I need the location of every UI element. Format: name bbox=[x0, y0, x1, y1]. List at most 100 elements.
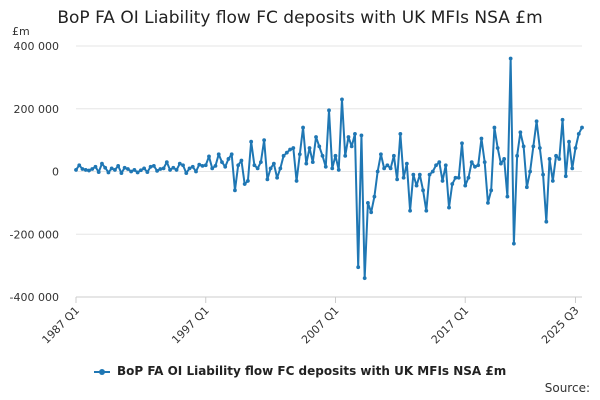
data-point bbox=[511, 241, 516, 246]
y-tick-label: -200 000 bbox=[10, 228, 59, 241]
data-point bbox=[77, 163, 82, 168]
data-point bbox=[301, 125, 305, 130]
data-point bbox=[557, 157, 562, 161]
chart-title: BoP FA OI Liability flow FC deposits wit… bbox=[57, 8, 543, 28]
data-point bbox=[122, 165, 127, 170]
data-point bbox=[502, 157, 507, 161]
data-point bbox=[505, 194, 510, 199]
data-point bbox=[138, 168, 143, 173]
data-point bbox=[492, 125, 497, 130]
data-point bbox=[239, 158, 244, 163]
data-point bbox=[96, 170, 101, 175]
data-point bbox=[242, 182, 247, 186]
data-point bbox=[573, 146, 578, 150]
data-point bbox=[129, 169, 134, 174]
legend[interactable]: BoP FA OI Liability flow FC deposits wit… bbox=[0, 364, 600, 378]
data-point bbox=[476, 163, 481, 168]
x-tick-label: 2025 Q3 bbox=[539, 304, 582, 347]
data-point bbox=[570, 166, 575, 171]
data-point bbox=[255, 166, 260, 171]
data-point bbox=[171, 165, 176, 170]
data-point bbox=[158, 167, 163, 171]
data-point bbox=[142, 166, 147, 171]
data-point bbox=[427, 172, 432, 177]
y-tick-label: 200 000 bbox=[14, 103, 60, 116]
data-point bbox=[87, 168, 91, 173]
data-point bbox=[330, 166, 335, 171]
data-point bbox=[473, 164, 477, 169]
data-point bbox=[421, 188, 425, 193]
data-point bbox=[109, 166, 114, 171]
data-point bbox=[375, 169, 380, 174]
data-point bbox=[323, 164, 328, 169]
data-point bbox=[560, 117, 565, 122]
data-point bbox=[265, 177, 270, 182]
y-axis-ticks: 400 000 200 000 0 -200 000 -400 000 bbox=[10, 40, 59, 304]
data-point bbox=[184, 171, 189, 175]
data-point bbox=[278, 166, 283, 171]
data-point bbox=[275, 175, 280, 180]
x-tick-label: 1987 Q1 bbox=[40, 304, 83, 347]
data-point bbox=[486, 200, 490, 205]
data-point bbox=[207, 154, 211, 159]
data-point bbox=[281, 153, 286, 158]
data-point bbox=[203, 163, 208, 168]
data-point bbox=[220, 160, 224, 164]
data-point bbox=[398, 131, 403, 136]
data-point bbox=[317, 144, 322, 149]
data-point bbox=[258, 160, 263, 164]
data-point bbox=[155, 168, 159, 173]
y-tick-label: 400 000 bbox=[14, 40, 60, 53]
data-point bbox=[113, 168, 117, 172]
data-point bbox=[291, 146, 296, 150]
data-point bbox=[404, 161, 409, 166]
data-point bbox=[495, 146, 500, 150]
data-point bbox=[100, 161, 104, 166]
data-point bbox=[340, 97, 344, 102]
data-point bbox=[304, 161, 309, 166]
data-point bbox=[563, 174, 568, 179]
data-point bbox=[576, 131, 581, 136]
data-point bbox=[385, 163, 390, 168]
data-point bbox=[116, 163, 121, 168]
data-point bbox=[450, 182, 455, 186]
data-point bbox=[479, 136, 484, 141]
data-point bbox=[119, 171, 124, 175]
data-point bbox=[177, 161, 182, 166]
data-point bbox=[482, 160, 487, 164]
data-point bbox=[223, 164, 228, 169]
data-point bbox=[74, 168, 78, 172]
data-point bbox=[359, 133, 364, 138]
data-point bbox=[229, 152, 234, 157]
data-point bbox=[164, 160, 169, 164]
data-point bbox=[349, 144, 354, 149]
data-point bbox=[213, 163, 218, 168]
data-point bbox=[197, 162, 202, 167]
data-point bbox=[236, 163, 241, 168]
data-point bbox=[434, 163, 438, 168]
data-point bbox=[106, 170, 111, 175]
data-point bbox=[388, 166, 393, 171]
data-point bbox=[336, 168, 341, 172]
data-point bbox=[456, 175, 461, 180]
x-axis: 1987 Q1 1997 Q1 2007 Q1 2017 Q1 2025 Q3 bbox=[40, 296, 582, 347]
y-tick-label: -400 000 bbox=[10, 291, 59, 304]
data-point bbox=[327, 108, 331, 113]
data-point bbox=[453, 175, 458, 180]
data-point bbox=[554, 153, 558, 158]
data-point bbox=[547, 157, 552, 161]
data-point bbox=[268, 166, 273, 171]
data-point bbox=[489, 188, 494, 193]
y-tick-label: 0 bbox=[52, 166, 59, 179]
data-point bbox=[353, 131, 357, 136]
data-point bbox=[216, 152, 221, 157]
data-point bbox=[437, 160, 442, 164]
data-point bbox=[80, 167, 85, 171]
data-point bbox=[366, 200, 370, 205]
data-point bbox=[288, 147, 292, 152]
data-point bbox=[284, 150, 289, 155]
data-point bbox=[103, 165, 108, 170]
data-point bbox=[537, 146, 542, 150]
data-point bbox=[297, 152, 302, 157]
